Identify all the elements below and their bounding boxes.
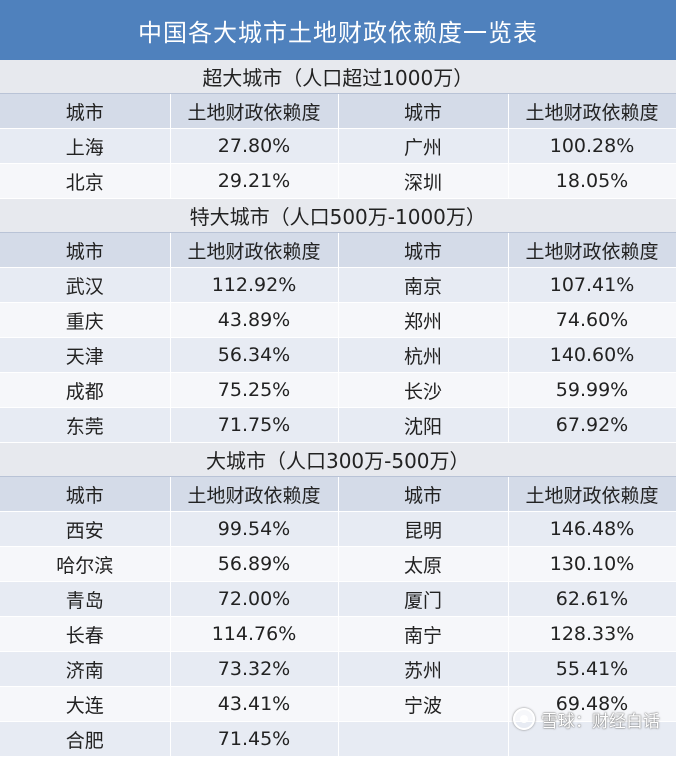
column-header-value: 土地财政依赖度 [508, 232, 676, 268]
city-cell: 郑州 [338, 302, 509, 338]
table-row: 济南 73.32% 苏州 55.41% [0, 651, 676, 687]
value-cell: 56.34% [170, 337, 339, 373]
city-cell: 武汉 [0, 267, 171, 303]
table-row: 西安 99.54% 昆明 146.48% [0, 511, 676, 547]
city-cell: 重庆 [0, 302, 171, 338]
column-header-row: 城市 土地财政依赖度 城市 土地财政依赖度 [0, 93, 676, 129]
value-cell: 128.33% [508, 616, 676, 652]
table-row: 北京 29.21% 深圳 18.05% [0, 163, 676, 199]
city-cell: 苏州 [338, 651, 509, 687]
column-header-city: 城市 [0, 232, 171, 268]
value-cell: 56.89% [170, 546, 339, 582]
value-cell: 62.61% [508, 581, 676, 617]
city-cell: 南京 [338, 267, 509, 303]
city-cell: 东莞 [0, 407, 171, 443]
value-cell: 73.32% [170, 651, 339, 687]
city-cell: 昆明 [338, 511, 509, 547]
column-header-value: 土地财政依赖度 [508, 93, 676, 129]
value-cell: 114.76% [170, 616, 339, 652]
value-cell: 99.54% [170, 511, 339, 547]
city-cell: 上海 [0, 128, 171, 164]
column-header-value: 土地财政依赖度 [170, 232, 339, 268]
section-title: 特大城市（人口500万-1000万） [0, 198, 676, 233]
value-cell: 74.60% [508, 302, 676, 338]
table-row: 天津 56.34% 杭州 140.60% [0, 337, 676, 373]
value-cell: 67.92% [508, 407, 676, 443]
city-cell: 广州 [338, 128, 509, 164]
table-row: 重庆 43.89% 郑州 74.60% [0, 302, 676, 338]
watermark-text: 雪球：财经白话 [541, 711, 660, 732]
value-cell: 130.10% [508, 546, 676, 582]
table-row: 东莞 71.75% 沈阳 67.92% [0, 407, 676, 443]
column-header-row: 城市 土地财政依赖度 城市 土地财政依赖度 [0, 232, 676, 268]
value-cell: 72.00% [170, 581, 339, 617]
value-cell: 146.48% [508, 511, 676, 547]
section-header-megacity: 超大城市（人口超过1000万） [0, 60, 676, 94]
table-row: 上海 27.80% 广州 100.28% [0, 128, 676, 164]
section-header-big-city: 大城市（人口300万-500万） [0, 442, 676, 477]
section-title: 超大城市（人口超过1000万） [0, 60, 676, 94]
value-cell: 27.80% [170, 128, 339, 164]
city-cell: 济南 [0, 651, 171, 687]
city-cell: 西安 [0, 511, 171, 547]
column-header-value: 土地财政依赖度 [170, 476, 339, 512]
city-cell: 沈阳 [338, 407, 509, 443]
table-row: 成都 75.25% 长沙 59.99% [0, 372, 676, 408]
value-cell: 59.99% [508, 372, 676, 408]
section-title: 大城市（人口300万-500万） [0, 442, 676, 477]
value-cell: 69.48% [508, 686, 676, 722]
value-cell: 55.41% [508, 651, 676, 687]
table-row: 青岛 72.00% 厦门 62.61% [0, 581, 676, 617]
city-cell: 长沙 [338, 372, 509, 408]
column-header-value: 土地财政依赖度 [170, 93, 339, 129]
city-cell: 太原 [338, 546, 509, 582]
city-cell: 杭州 [338, 337, 509, 373]
city-cell: 厦门 [338, 581, 509, 617]
value-cell: 100.28% [508, 128, 676, 164]
column-header-city: 城市 [338, 93, 509, 129]
city-cell: 合肥 [0, 721, 171, 757]
value-cell: 71.75% [170, 407, 339, 443]
city-cell: 长春 [0, 616, 171, 652]
value-cell: 29.21% [170, 163, 339, 199]
city-cell: 青岛 [0, 581, 171, 617]
column-header-city: 城市 [0, 476, 171, 512]
city-cell: 哈尔滨 [0, 546, 171, 582]
city-cell: 北京 [0, 163, 171, 199]
value-cell: 18.05% [508, 163, 676, 199]
city-cell: 大连 [0, 686, 171, 722]
dependency-table: 超大城市（人口超过1000万） 城市 土地财政依赖度 城市 土地财政依赖度 上海… [0, 60, 676, 757]
city-cell: 南宁 [338, 616, 509, 652]
city-cell: 宁波 [338, 686, 509, 722]
page-title: 中国各大城市土地财政依赖度一览表 [0, 0, 676, 60]
value-cell: 140.60% [508, 337, 676, 373]
watermark: 雪球：财经白话 [513, 706, 660, 732]
section-header-large-city: 特大城市（人口500万-1000万） [0, 198, 676, 233]
column-header-city: 城市 [0, 93, 171, 129]
city-cell: 深圳 [338, 163, 509, 199]
city-cell: 成都 [0, 372, 171, 408]
value-cell: 107.41% [508, 267, 676, 303]
value-cell: 112.92% [170, 267, 339, 303]
column-header-city: 城市 [338, 232, 509, 268]
city-cell [338, 721, 509, 757]
column-header-row: 城市 土地财政依赖度 城市 土地财政依赖度 [0, 476, 676, 512]
snowball-logo-icon [513, 708, 535, 730]
table-row: 大连 43.41% 宁波 69.48% [0, 686, 676, 722]
table-row: 长春 114.76% 南宁 128.33% [0, 616, 676, 652]
value-cell: 43.41% [170, 686, 339, 722]
column-header-value: 土地财政依赖度 [508, 476, 676, 512]
table-row: 哈尔滨 56.89% 太原 130.10% [0, 546, 676, 582]
table-row: 武汉 112.92% 南京 107.41% [0, 267, 676, 303]
value-cell: 75.25% [170, 372, 339, 408]
column-header-city: 城市 [338, 476, 509, 512]
value-cell: 43.89% [170, 302, 339, 338]
city-cell: 天津 [0, 337, 171, 373]
value-cell: 71.45% [170, 721, 339, 757]
